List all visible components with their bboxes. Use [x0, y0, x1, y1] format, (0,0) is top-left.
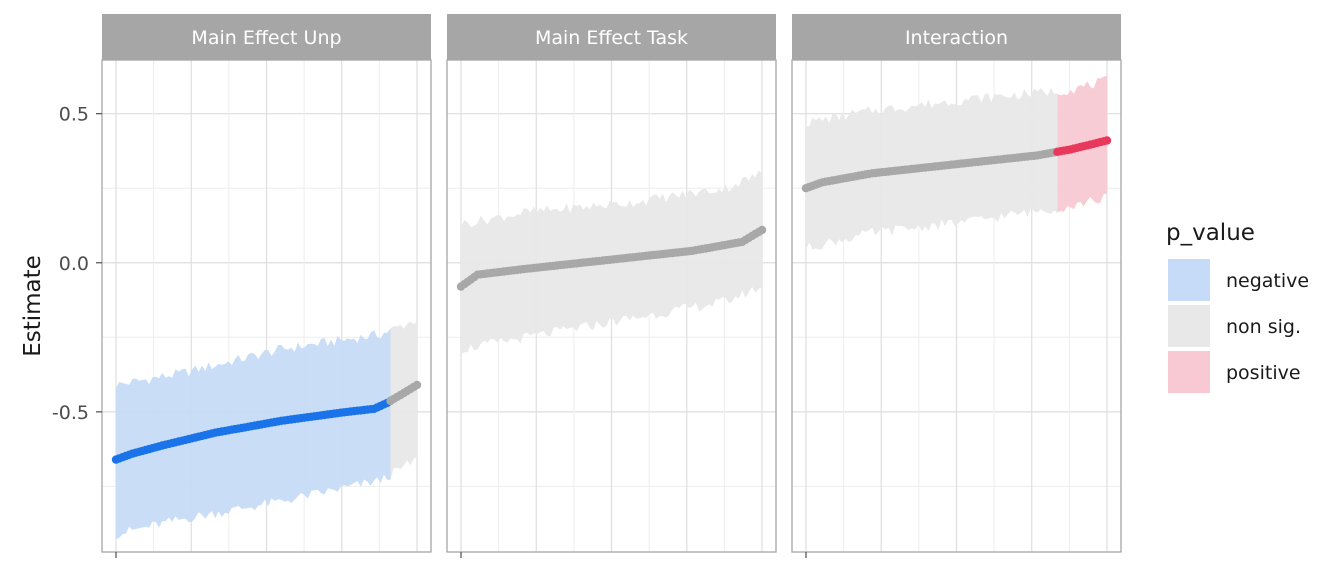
panel-border: [791, 59, 1122, 553]
facet-panel-2: Main Effect Task: [446, 14, 777, 558]
facet-panel-3: Interaction: [791, 14, 1122, 558]
y-tick-label: 0.0: [59, 253, 89, 275]
legend-key-swatch: [1168, 259, 1210, 301]
estimate-point: [1102, 136, 1112, 145]
y-tick-label: 0.5: [59, 104, 89, 126]
legend-key-1: negative: [1168, 259, 1309, 301]
estimate-point: [412, 380, 422, 390]
legend-key-3: positive: [1168, 351, 1301, 393]
y-tick-label: -0.5: [52, 402, 89, 424]
legend-label: positive: [1226, 362, 1301, 384]
facet-strip: [447, 14, 776, 60]
panel-border: [101, 59, 432, 553]
facet-panel-1: Main Effect Unp: [101, 14, 432, 558]
ci-ribbon-negative: [116, 328, 391, 539]
facet-strip: [792, 14, 1121, 60]
y-axis-title: Estimate: [20, 255, 46, 357]
legend: p_value negative non sig. positive: [1166, 220, 1309, 393]
legend-label: non sig.: [1226, 316, 1301, 338]
legend-key-2: non sig.: [1168, 305, 1301, 347]
panel-border: [446, 59, 777, 553]
estimate-point: [757, 225, 767, 235]
legend-key-swatch: [1168, 351, 1210, 393]
facet-strip-label: Main Effect Unp: [191, 27, 341, 49]
legend-key-swatch: [1168, 305, 1210, 347]
ci-ribbon-non-sig: [390, 321, 417, 480]
facet-strip: [102, 14, 431, 60]
legend-label: negative: [1226, 270, 1309, 292]
facet-strip-label: Main Effect Task: [535, 27, 688, 49]
legend-title: p_value: [1166, 220, 1255, 246]
facet-strip-label: Interaction: [905, 27, 1008, 49]
